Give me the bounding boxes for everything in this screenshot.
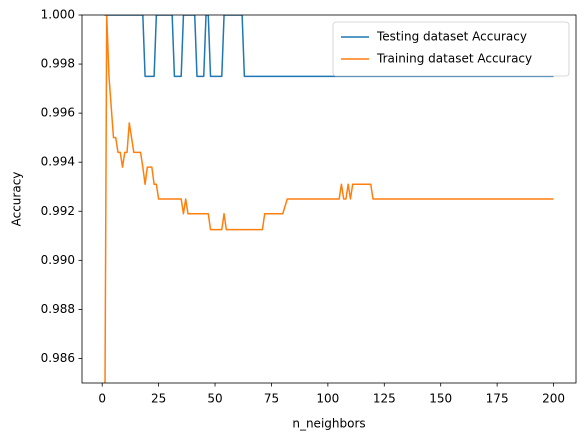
x-tick-label: 175 [486,392,509,406]
y-axis-label: Accuracy [10,172,24,227]
x-tick-label: 150 [429,392,452,406]
legend-box [332,21,570,77]
y-tick-label: 0.990 [41,253,75,267]
x-tick-label: 50 [207,392,222,406]
x-tick-label: 100 [316,392,339,406]
series-line [104,15,554,383]
y-tick-label: 0.996 [41,106,75,120]
legend-label: Testing dataset Accuracy [376,30,527,44]
series-line [104,15,554,78]
y-tick-label: 0.998 [41,57,75,71]
legend-label: Training dataset Accuracy [376,52,532,66]
axes-frame [81,14,577,384]
x-tick-label: 75 [264,392,279,406]
y-tick-label: 0.994 [41,155,75,169]
y-tick-label: 0.988 [41,302,75,316]
y-tick-label: 1.000 [41,8,75,22]
x-tick-label: 200 [542,392,565,406]
x-tick-label: 0 [98,392,106,406]
plot-area [104,15,554,383]
y-tick-label: 0.986 [41,351,75,365]
x-axis-label: n_neighbors [292,417,365,431]
y-tick-label: 0.992 [41,204,75,218]
x-tick-label: 25 [151,392,166,406]
x-tick-label: 125 [373,392,396,406]
